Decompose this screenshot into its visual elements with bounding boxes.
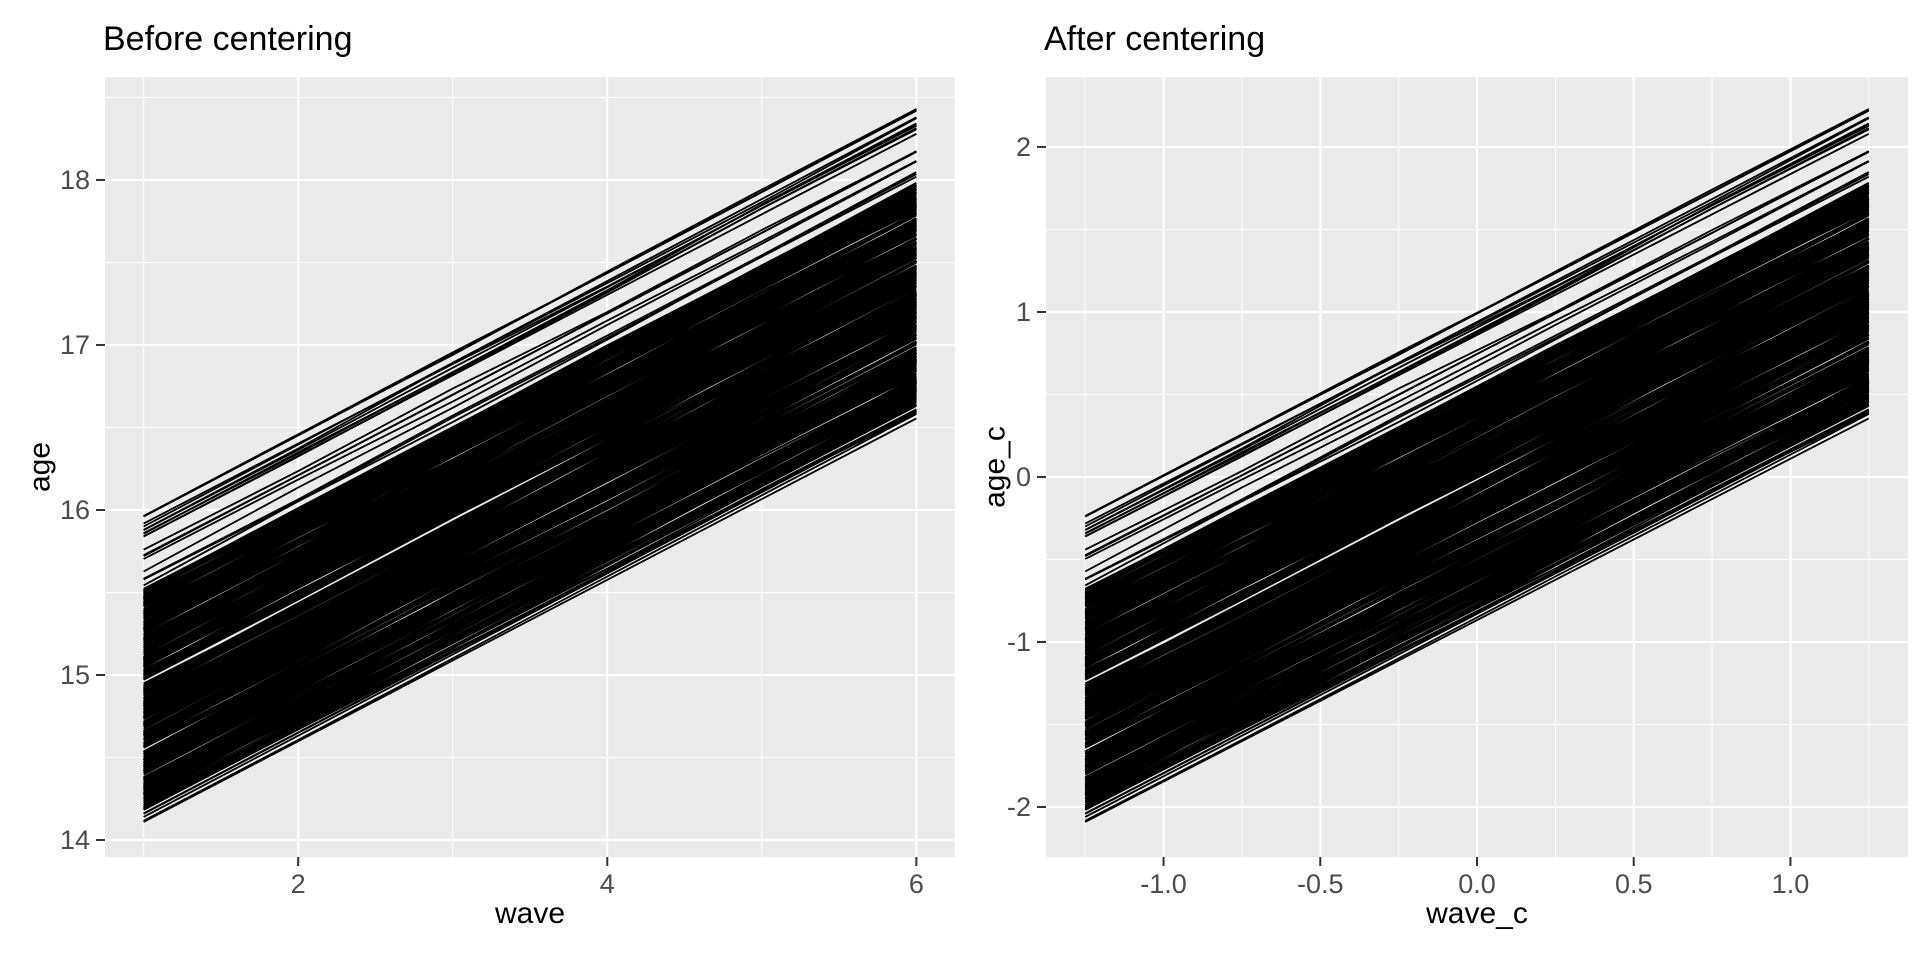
y-tick-label: 15	[60, 660, 90, 690]
x-tick-label: 2	[291, 869, 306, 899]
panel-after: -1.0 -0.5 0.0 0.5 1.0 -2 -1 0 1 2	[1007, 77, 1908, 899]
y-tick-label: 1	[1016, 297, 1031, 327]
x-tick-label: 0.0	[1458, 869, 1496, 899]
x-axis-title-wave-c: wave_c	[1426, 897, 1528, 930]
x-axis-title-wave: wave	[494, 897, 566, 930]
y-tick-label: 2	[1016, 132, 1031, 162]
x-tick-label: 0.5	[1615, 869, 1653, 899]
panel-before: 2 4 6 14 15 16 17 18	[60, 77, 955, 899]
y-tick-label: 0	[1016, 462, 1031, 492]
y-tick-label: -2	[1007, 792, 1031, 822]
x-tick-label: 1.0	[1772, 869, 1810, 899]
x-tick-label: 4	[600, 869, 615, 899]
x-tick-label: 6	[909, 869, 924, 899]
y-tick-label: 14	[60, 825, 90, 855]
y-tick-label: 18	[60, 165, 90, 195]
plot-title-before: Before centering	[103, 20, 353, 58]
y-axis-title-age-c: age_c	[978, 426, 1012, 508]
y-tick-label: -1	[1007, 627, 1031, 657]
trajectory-lines	[143, 108, 917, 823]
trajectory-lines	[1084, 108, 1870, 823]
plot-title-after: After centering	[1044, 20, 1266, 58]
x-tick-label: -1.0	[1140, 869, 1187, 899]
y-axis-title-age: age	[23, 441, 57, 493]
y-tick-label: 16	[60, 495, 90, 525]
y-tick-label: 17	[60, 330, 90, 360]
x-tick-label: -0.5	[1297, 869, 1344, 899]
